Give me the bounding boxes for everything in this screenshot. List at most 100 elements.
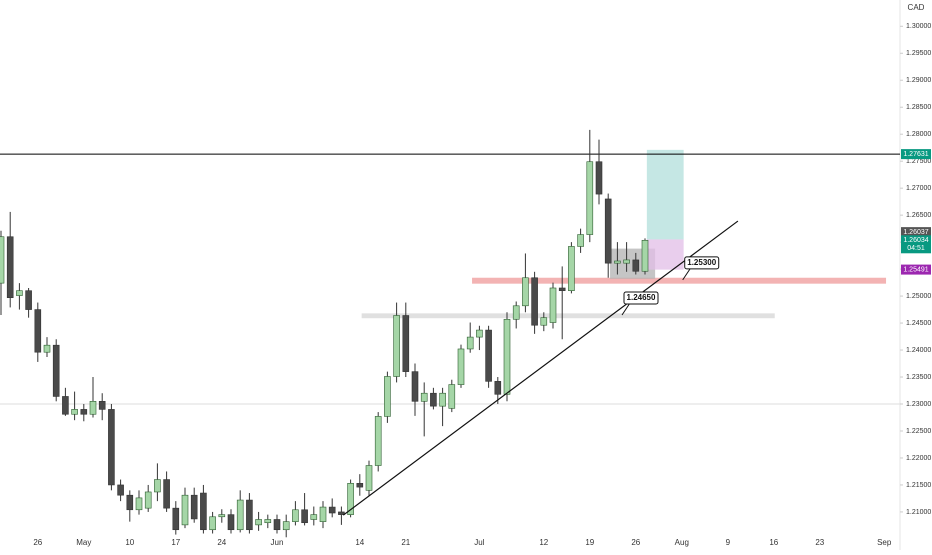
price-badge — [901, 149, 931, 160]
candle-body — [98, 401, 106, 410]
candle-body — [16, 290, 23, 296]
candle-body — [632, 259, 640, 272]
y-tick-label: 1.28500 — [906, 104, 931, 111]
y-tick-label: 1.23000 — [906, 401, 931, 408]
candle-body — [549, 287, 557, 323]
candle-body — [503, 318, 511, 395]
y-tick-label: 1.26500 — [906, 212, 931, 219]
y-tick-label: 1.25000 — [906, 293, 931, 300]
candle-body — [641, 239, 649, 272]
candle-body — [595, 161, 603, 195]
zone — [361, 313, 775, 319]
candle-body — [200, 492, 207, 531]
candle-body — [71, 409, 78, 415]
candle-body — [522, 277, 529, 307]
candle-body — [255, 519, 262, 526]
candle-body — [439, 392, 446, 407]
candle-body — [310, 514, 318, 520]
zone — [472, 277, 887, 284]
candle-body — [512, 305, 520, 320]
x-tick-label: 12 — [539, 538, 548, 547]
candle-body — [301, 509, 308, 524]
candle-body — [172, 507, 180, 531]
candle-body — [374, 416, 382, 466]
candle-body — [292, 509, 299, 522]
y-tick-label: 1.30000 — [906, 23, 931, 30]
x-tick-label: 16 — [769, 538, 778, 547]
x-tick-label: Aug — [675, 538, 689, 547]
countdown: 04:51 — [907, 245, 925, 252]
candle-body — [190, 494, 198, 520]
candle-body — [0, 236, 5, 284]
candle-body — [476, 329, 483, 338]
candle-body — [623, 259, 630, 264]
x-tick-label: Jun — [271, 538, 284, 547]
annotation-pointer — [621, 302, 631, 316]
candle-body — [448, 384, 456, 409]
candle-body — [411, 371, 419, 402]
candle-body — [347, 483, 354, 515]
y-tick-label: 1.23500 — [906, 374, 931, 381]
price-badge-label: 1.26034 — [903, 237, 928, 244]
candle-body — [89, 401, 97, 415]
candle-body — [62, 396, 69, 415]
y-tick-label: 1.21000 — [906, 509, 931, 516]
y-tick-label: 1.24000 — [906, 347, 931, 354]
candle-body — [218, 514, 226, 518]
candle-body — [430, 392, 437, 407]
candle-body — [393, 315, 400, 377]
candle-body — [466, 336, 474, 350]
price-badge — [901, 264, 931, 275]
candle-body — [6, 236, 14, 299]
candle-body — [181, 494, 189, 526]
price-badge — [901, 227, 931, 238]
candle-body — [558, 287, 566, 291]
candle-body — [108, 409, 115, 486]
candle-body — [264, 519, 272, 524]
candle-body — [135, 497, 143, 511]
x-tick-label: 24 — [217, 538, 226, 547]
candle-body — [80, 409, 88, 415]
candle-body — [236, 499, 244, 531]
y-tick-label: 1.28000 — [906, 131, 931, 138]
annotation-box — [623, 291, 659, 305]
candle-body — [163, 479, 170, 509]
y-tick-label: 1.27500 — [906, 158, 931, 165]
x-tick-label: Sep — [877, 538, 892, 547]
candle-body — [52, 344, 60, 397]
candle-body — [384, 376, 391, 417]
candle-body — [586, 161, 594, 235]
candle-body — [568, 246, 575, 291]
y-tick-label: 1.29500 — [906, 50, 931, 57]
price-badge-label: 1.26037 — [903, 229, 928, 236]
trendline — [342, 220, 739, 516]
price-badge-label: 1.25491 — [903, 266, 928, 273]
candle-body — [402, 315, 410, 372]
candle-body — [34, 309, 42, 353]
annotation-label: 1.24650 — [627, 293, 656, 302]
x-tick-label: 19 — [585, 538, 594, 547]
y-tick-label: 1.27000 — [906, 185, 931, 192]
candle-body — [614, 260, 621, 264]
candle-body — [457, 348, 465, 385]
candle-body — [531, 277, 538, 326]
y-tick-label: 1.22000 — [906, 455, 931, 462]
candle-body — [246, 499, 253, 531]
annotation-box — [684, 256, 720, 270]
y-tick-label: 1.29000 — [906, 77, 931, 84]
candle-body — [485, 329, 492, 382]
level-label: 1.27631 — [903, 151, 928, 158]
y-tick-label: 1.24500 — [906, 320, 931, 327]
annotation-label: 1.25300 — [687, 258, 716, 267]
candle-body — [328, 506, 336, 514]
x-tick-label: 23 — [815, 538, 824, 547]
candle-body — [25, 290, 32, 310]
candle-body — [43, 344, 51, 353]
candle-body — [604, 198, 612, 264]
y-tick-label: 1.22500 — [906, 428, 931, 435]
candle-body — [154, 479, 161, 493]
candle-body — [126, 494, 134, 511]
candle-body — [365, 465, 373, 491]
